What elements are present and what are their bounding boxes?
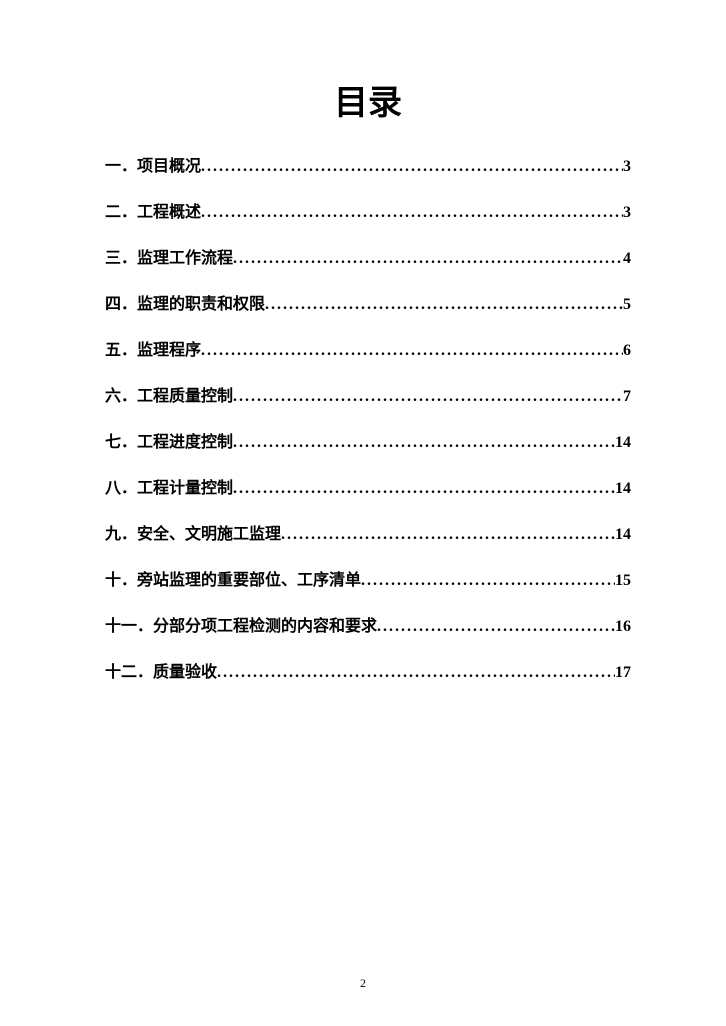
toc-title: 目录 <box>105 75 631 124</box>
toc-item: 七．工程进度控制 14 <box>105 428 631 452</box>
toc-item-label: 监理程序 <box>137 336 201 360</box>
toc-item-dots <box>201 204 623 222</box>
toc-item-page: 15 <box>615 572 631 590</box>
toc-item: 三．监理工作流程 4 <box>105 244 631 268</box>
toc-item-number: 八． <box>105 474 137 498</box>
toc-item: 六．工程质量控制 7 <box>105 382 631 406</box>
toc-item-page: 3 <box>623 158 631 176</box>
toc-item-dots <box>201 342 623 360</box>
toc-item-dots <box>281 526 615 544</box>
toc-item: 四．监理的职责和权限 5 <box>105 290 631 314</box>
toc-item: 二．工程概述 3 <box>105 198 631 222</box>
toc-item-number: 三． <box>105 244 137 268</box>
toc-item: 十．旁站监理的重要部位、工序清单 15 <box>105 566 631 590</box>
toc-item-number: 十一． <box>105 612 153 636</box>
document-page: 目录 一．项目概况 3 二．工程概述 3 三．监理工作流程 4 四．监理的职责和权限 5 五．监… <box>0 0 726 1026</box>
toc-item-dots <box>217 664 615 682</box>
toc-item-label: 项目概况 <box>137 152 201 176</box>
toc-item-number: 七． <box>105 428 137 452</box>
toc-item: 五．监理程序 6 <box>105 336 631 360</box>
toc-item-number: 四． <box>105 290 137 314</box>
toc-item-dots <box>361 572 615 590</box>
toc-item-label: 分部分项工程检测的内容和要求 <box>153 612 377 636</box>
toc-item-dots <box>201 158 623 176</box>
toc-item-dots <box>233 434 615 452</box>
toc-item-page: 6 <box>623 342 631 360</box>
toc-item: 十一．分部分项工程检测的内容和要求 16 <box>105 612 631 636</box>
toc-item-dots <box>233 250 623 268</box>
toc-item-page: 3 <box>623 204 631 222</box>
toc-item: 八．工程计量控制 14 <box>105 474 631 498</box>
toc-item-dots <box>233 480 615 498</box>
toc-item-label: 工程进度控制 <box>137 428 233 452</box>
toc-item-page: 5 <box>623 296 631 314</box>
toc-item-page: 7 <box>623 388 631 406</box>
toc-list: 一．项目概况 3 二．工程概述 3 三．监理工作流程 4 四．监理的职责和权限 5 五．监理程序… <box>105 152 631 682</box>
toc-item-number: 五． <box>105 336 137 360</box>
toc-item-number: 九． <box>105 520 137 544</box>
toc-item-page: 14 <box>615 480 631 498</box>
toc-item-number: 二． <box>105 198 137 222</box>
toc-item-dots <box>265 296 623 314</box>
toc-item-dots <box>377 618 615 636</box>
toc-item: 九．安全、文明施工监理 14 <box>105 520 631 544</box>
toc-item: 一．项目概况 3 <box>105 152 631 176</box>
toc-item-page: 16 <box>615 618 631 636</box>
toc-item-page: 14 <box>615 434 631 452</box>
toc-item-page: 14 <box>615 526 631 544</box>
toc-item-label: 安全、文明施工监理 <box>137 520 281 544</box>
toc-item-number: 十二． <box>105 658 153 682</box>
toc-item-label: 工程质量控制 <box>137 382 233 406</box>
toc-item-page: 4 <box>623 250 631 268</box>
toc-item-number: 六． <box>105 382 137 406</box>
toc-item-number: 十． <box>105 566 137 590</box>
toc-item-number: 一． <box>105 152 137 176</box>
toc-item-label: 监理的职责和权限 <box>137 290 265 314</box>
toc-item-label: 质量验收 <box>153 658 217 682</box>
toc-item: 十二．质量验收 17 <box>105 658 631 682</box>
toc-item-label: 工程计量控制 <box>137 474 233 498</box>
toc-item-label: 工程概述 <box>137 198 201 222</box>
page-number: 2 <box>0 976 726 991</box>
toc-item-page: 17 <box>615 664 631 682</box>
toc-item-dots <box>233 388 623 406</box>
toc-item-label: 旁站监理的重要部位、工序清单 <box>137 566 361 590</box>
toc-item-label: 监理工作流程 <box>137 244 233 268</box>
